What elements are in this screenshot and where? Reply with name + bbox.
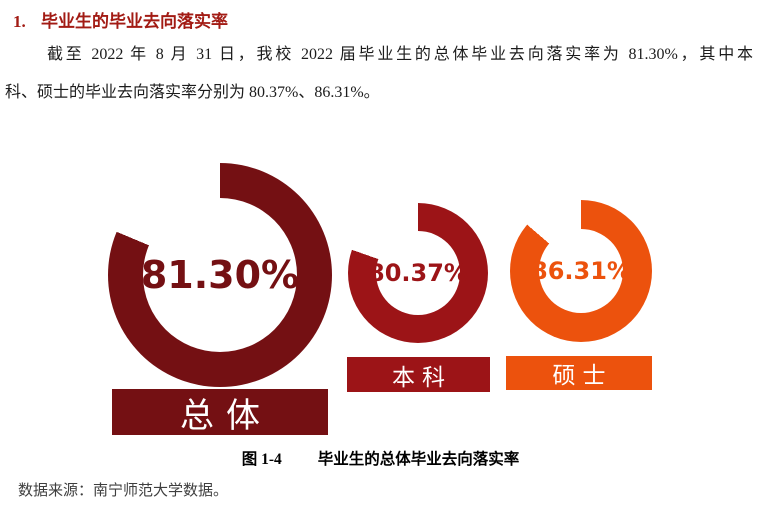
donut-value-bachelor: 80.37% [368, 259, 468, 287]
donut-hole-bachelor: 80.37% [368, 231, 468, 315]
donut-label-bachelor: 本科 [347, 357, 490, 392]
donut-label-bachelor-text: 本科 [392, 364, 452, 390]
paragraph-line-1: 截至 2022 年 8 月 31 日，我校 2022 届毕业生的总体毕业去向落实… [47, 46, 753, 63]
donut-label-total: 总体 [112, 389, 328, 435]
donut-label-master: 硕士 [506, 356, 652, 390]
donut-value-master: 86.31% [531, 257, 631, 285]
section-title: 毕业生的毕业去向落实率 [41, 12, 228, 31]
donut-chart-bachelor: 80.37% [348, 203, 488, 343]
donut-hole-master: 86.31% [531, 229, 631, 313]
figure-title: 毕业生的总体毕业去向落实率 [317, 451, 520, 468]
data-source-note: 数据来源：南宁师范大学数据。 [18, 483, 229, 499]
donut-label-master-text: 硕士 [552, 363, 613, 388]
figure-number: 图 1-4 [241, 451, 282, 468]
donut-label-total-text: 总体 [180, 397, 272, 435]
paragraph-line-2: 科、硕士的毕业去向落实率分别为 80.37%、86.31%。 [5, 84, 380, 101]
donut-chart-total: 81.30% [108, 163, 332, 387]
body-paragraph: 截至 2022 年 8 月 31 日，我校 2022 届毕业生的总体毕业去向落实… [5, 36, 753, 112]
figure-caption: 图 1-4 毕业生的总体毕业去向落实率 [0, 447, 761, 469]
donut-value-total: 81.30% [140, 253, 300, 297]
section-number: 1. [13, 12, 26, 31]
donut-hole-total: 81.30% [140, 198, 300, 352]
donut-chart-master: 86.31% [510, 200, 652, 342]
section-heading: 1. 毕业生的毕业去向落实率 [13, 7, 228, 32]
